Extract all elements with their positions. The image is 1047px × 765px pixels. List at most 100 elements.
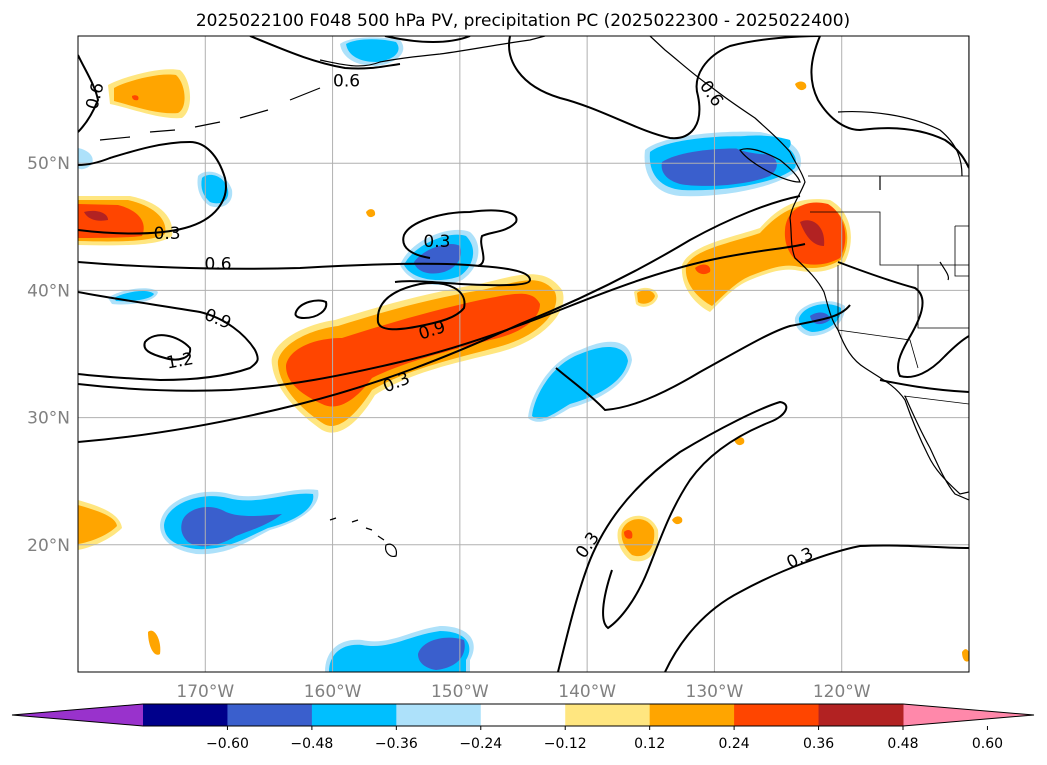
precip-neg-small-2-cyan — [114, 291, 154, 302]
precip-mid-blob-orange — [621, 519, 655, 557]
colorbar-tick-label: 0.48 — [887, 736, 918, 752]
pv-contour-1-2-loop — [143, 334, 192, 361]
pv-label-text: 0.6 — [333, 72, 360, 92]
colorbar-tick-label: −0.48 — [290, 736, 333, 752]
colorbar-tick-label: 0.36 — [803, 736, 834, 752]
precip-tiny-6 — [962, 649, 969, 662]
pv-label: 1.2 — [165, 349, 195, 373]
state-lines — [810, 211, 969, 369]
precip-neg-small-5 — [728, 135, 791, 155]
precip-neg-small-4-cyan — [346, 39, 399, 62]
precip-tiny-1 — [672, 516, 683, 525]
precip-tiny-5 — [795, 81, 807, 91]
colorbar-tick-label: −0.24 — [459, 736, 502, 752]
precip-jet-band-red — [286, 293, 540, 407]
pv-contour-0-6-ne — [810, 36, 969, 169]
pv-contour-0-3-southeast — [557, 400, 788, 672]
pv-contour-small-loop — [294, 299, 328, 320]
pv-label: 0.3 — [423, 232, 450, 252]
axis-tick-labels: 170°W 160°W 150°W 140°W 130°W 120°W 50°N 40°N 30… — [27, 154, 871, 702]
precip-aleutian-orange — [114, 74, 185, 114]
pv-contour-0-3-coast-south — [879, 379, 969, 393]
chart-title: 2025022100 F048 500 hPa PV, precipitatio… — [196, 11, 850, 31]
precip-tiny-3 — [148, 630, 161, 655]
precip-west-darkred — [84, 210, 108, 221]
lon-tick-label: 160°W — [304, 682, 362, 702]
map-gridlines — [78, 36, 969, 672]
lat-tick-label: 30°N — [27, 409, 70, 429]
alaska-coast — [319, 36, 546, 67]
pv-label: 0.3 — [154, 224, 181, 244]
lon-tick-label: 140°W — [558, 682, 616, 702]
vancouver-island — [739, 148, 801, 183]
colorbar-tick-label: 0.60 — [972, 736, 1003, 752]
lon-tick-label: 130°W — [686, 682, 744, 702]
precip-mid-blue — [414, 243, 462, 274]
pv-contour-0-3-midpacific-loop — [402, 209, 518, 267]
lat-tick-label: 20°N — [27, 536, 70, 556]
pv-contour-0-3-south — [664, 544, 969, 672]
colorbar: −0.60 −0.48 −0.36 −0.24 −0.12 0.12 0.24 0.36 0.4… — [11, 703, 1035, 752]
precip-neg-small-1-cyan — [201, 174, 229, 204]
pv-contour-0-3-ridge — [555, 304, 851, 412]
precip-south-blue — [418, 637, 465, 670]
baja-peninsula — [904, 395, 969, 501]
lat-tick-label: 40°N — [27, 281, 70, 301]
aleutian-islands — [99, 87, 321, 141]
colorbar-segment — [227, 704, 313, 726]
precip-mid-blob-red — [624, 530, 633, 539]
lon-tick-label: 120°W — [813, 682, 871, 702]
inland-lake-border-2 — [879, 176, 950, 281]
pv-contour-0-3-east-box — [837, 261, 969, 378]
coastlines — [99, 36, 969, 557]
lon-tick-label: 170°W — [176, 682, 234, 702]
colorbar-tick-label: 0.12 — [634, 736, 665, 752]
pv-label-text: 0.3 — [154, 224, 181, 244]
inland-lake-border-1 — [837, 111, 963, 177]
colorbar-segment — [396, 704, 482, 726]
colorbar-segment — [734, 704, 820, 726]
colorbar-tick-label: −0.36 — [375, 736, 418, 752]
colorbar-tick-label: −0.60 — [206, 736, 249, 752]
hawaii-islands — [329, 517, 397, 557]
pv-contour-0-3-north-loop — [384, 36, 471, 43]
precip-coast-small-red — [695, 264, 711, 275]
precip-aleutian-red — [132, 95, 139, 101]
pv-contours — [78, 36, 969, 672]
colorbar-segment — [143, 704, 228, 726]
precipitation-shading — [78, 37, 969, 672]
pv-label-text: 0.6 — [204, 255, 231, 275]
us-mexico-border — [903, 395, 969, 405]
pv-label-text: 1.2 — [165, 349, 195, 373]
pv-contour-0-3-long-top — [78, 140, 227, 235]
precip-coast-darkred — [800, 220, 825, 246]
colorbar-segment — [565, 704, 651, 726]
pv-contour-0-3-jet — [78, 195, 801, 443]
precip-small-blob-1-inner — [637, 290, 655, 304]
map-frame — [77, 35, 970, 673]
colorbar-tick-label: −0.12 — [544, 736, 587, 752]
pv-label: 0.6 — [333, 72, 360, 92]
pv-contour-0-9-loop — [376, 282, 466, 331]
precip-tiny-4 — [366, 209, 376, 218]
precip-sub-cyan — [532, 346, 628, 419]
colorbar-segment — [480, 704, 566, 726]
colorbar-segment — [311, 704, 397, 726]
map-ocean — [78, 36, 969, 672]
colorbar-tick-label: 0.24 — [719, 736, 750, 752]
colorbar-segment — [818, 704, 904, 726]
colorbar-segment — [649, 704, 735, 726]
colorbar-outline — [11, 703, 1035, 727]
lat-tick-label: 50°N — [27, 154, 70, 174]
colorbar-extend-max — [903, 704, 1034, 726]
pv-contour-0-6-west-alaska — [78, 54, 100, 133]
precip-hi-blue — [181, 507, 282, 547]
precip-sw-orange — [78, 505, 117, 544]
pv-contour-0-6-gulf — [508, 36, 821, 140]
north-america-coast — [649, 36, 969, 495]
political-borders — [808, 175, 969, 405]
pv-contour-0-6-north — [249, 36, 401, 70]
pv-label: 0.6 — [204, 255, 231, 275]
pv-contour-0-9-west — [78, 291, 259, 382]
